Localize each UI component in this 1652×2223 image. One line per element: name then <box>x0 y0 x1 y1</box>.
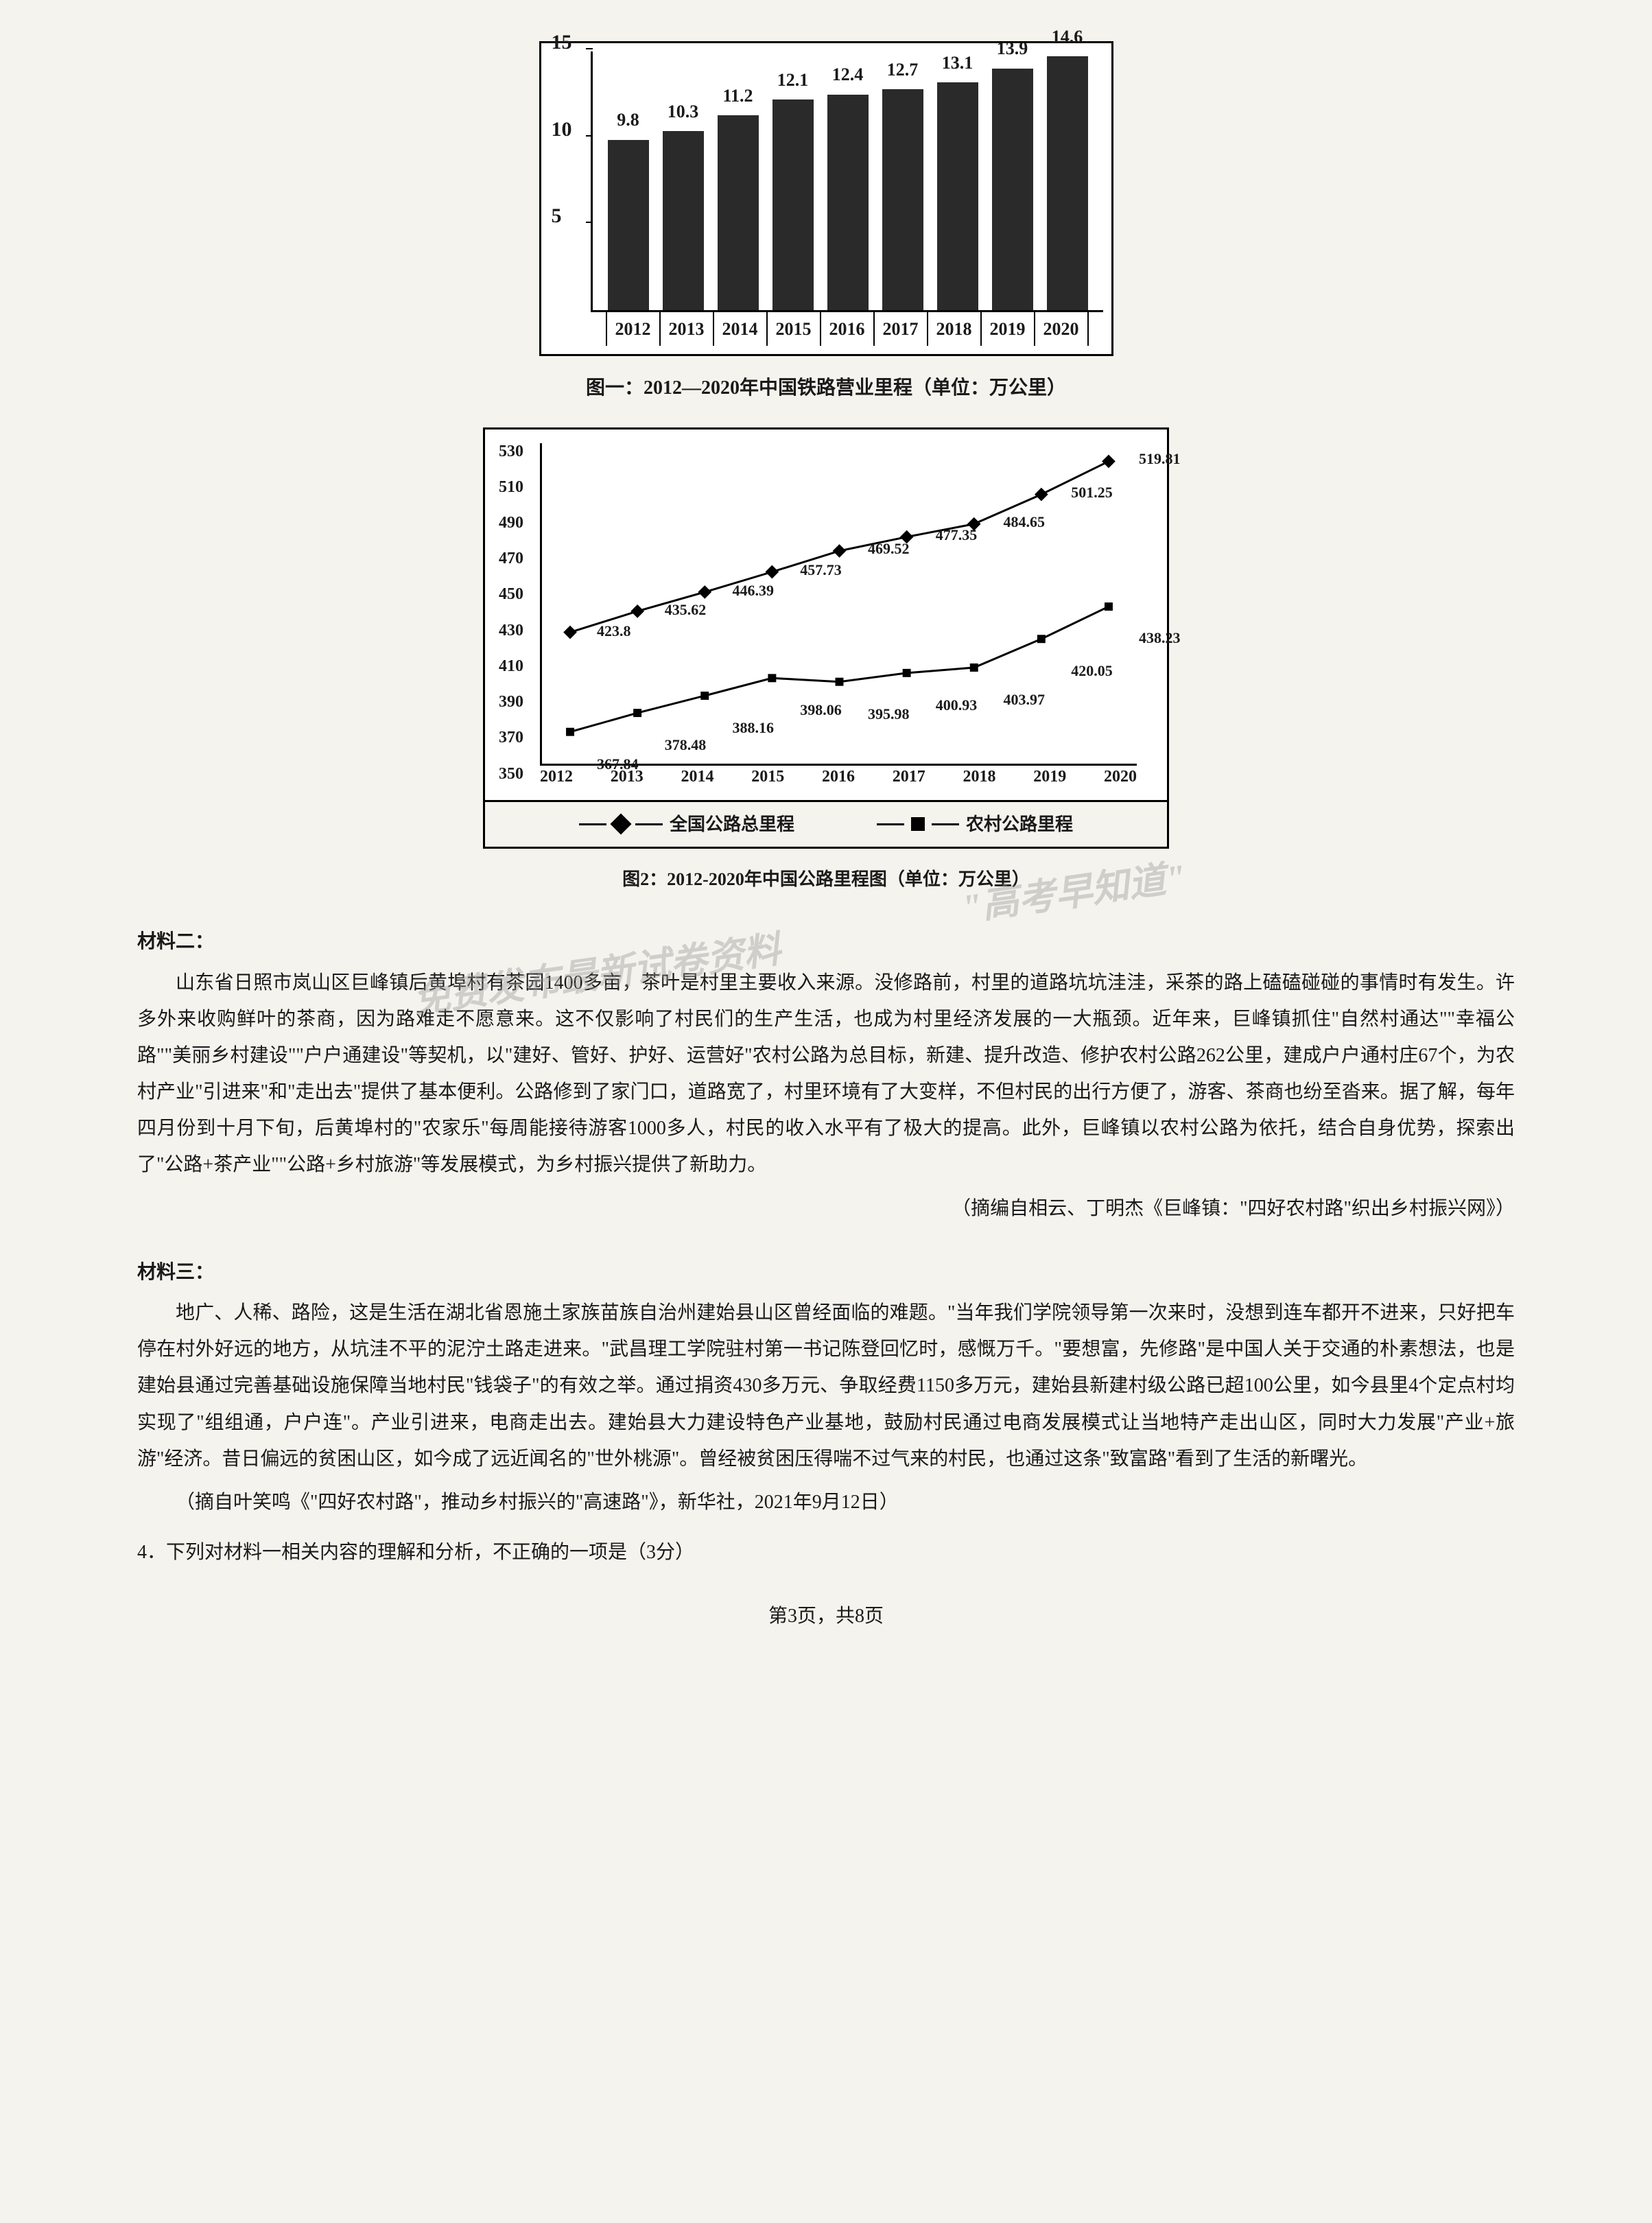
line-y-tick: 350 <box>499 759 523 790</box>
line-x-label: 2014 <box>681 762 714 793</box>
line-y-tick: 410 <box>499 651 523 683</box>
material2-body: 山东省日照市岚山区巨峰镇后黄埠村有茶园1400多亩，茶叶是村里主要收入来源。没修… <box>137 965 1515 1184</box>
square-icon <box>911 817 925 831</box>
data-label: 378.48 <box>665 731 707 760</box>
data-label: 484.65 <box>1004 508 1046 537</box>
diamond-icon <box>610 814 631 835</box>
line-x-label: 2013 <box>611 762 644 793</box>
data-label: 403.97 <box>1004 685 1046 714</box>
page-footer: 第3页，共8页 <box>137 1598 1515 1634</box>
bar <box>992 69 1033 310</box>
y-tick: 15 <box>552 23 572 62</box>
chart2-caption: 图2：2012-2020年中国公路里程图（单位：万公里） <box>137 862 1515 896</box>
material2-source: （摘编自相云、丁明杰《巨峰镇："四好农村路"织出乡村振兴网》） <box>137 1190 1515 1227</box>
data-label: 438.23 <box>1139 624 1181 652</box>
highway-line-chart: 350 370 390 410 430 450 470 490 510 530 423.8 435.… <box>492 436 1150 793</box>
chart2-legend: 全国公路总里程 农村公路里程 <box>483 802 1169 849</box>
data-label: 501.25 <box>1071 478 1113 507</box>
bar <box>608 140 649 310</box>
chart1-caption: 图一：2012—2020年中国铁路营业里程（单位：万公里） <box>137 370 1515 406</box>
chart2-container: 350 370 390 410 430 450 470 490 510 530 423.8 435.… <box>137 427 1515 849</box>
bar-value-label: 12.7 <box>887 53 919 86</box>
bar-group: 13.9 <box>992 32 1033 310</box>
data-label: 446.39 <box>733 576 775 605</box>
bar-value-label: 12.1 <box>777 63 809 97</box>
legend-item-total: 全国公路总里程 <box>579 808 794 841</box>
question-4: 4．下列对材料一相关内容的理解和分析，不正确的一项是（3分） <box>137 1534 1515 1571</box>
bar-group: 12.4 <box>827 58 869 310</box>
railway-bar-chart: 510159.810.311.212.112.412.713.113.914.6… <box>550 51 1103 346</box>
material3-heading: 材料三： <box>137 1254 1515 1291</box>
bar <box>937 82 978 310</box>
chart2-box: 350 370 390 410 430 450 470 490 510 530 423.8 435.… <box>483 427 1169 802</box>
line-y-tick: 530 <box>499 436 523 468</box>
x-label: 2014 <box>713 312 768 346</box>
x-label: 2020 <box>1034 312 1089 346</box>
bar-group: 14.6 <box>1047 20 1088 310</box>
line-x-label: 2018 <box>963 762 996 793</box>
bar <box>827 95 869 310</box>
line-y-tick: 430 <box>499 615 523 647</box>
legend-label-total: 全国公路总里程 <box>670 808 794 841</box>
line-x-label: 2016 <box>822 762 855 793</box>
bar-value-label: 13.9 <box>997 32 1028 65</box>
bar-value-label: 9.8 <box>617 103 639 137</box>
material2-heading: 材料二： <box>137 924 1515 960</box>
data-label: 519.81 <box>1139 445 1181 473</box>
bar-group: 9.8 <box>608 103 649 310</box>
data-label: 398.06 <box>800 696 842 725</box>
line-y-tick: 470 <box>499 543 523 575</box>
line-y-tick: 390 <box>499 687 523 718</box>
y-tick: 10 <box>552 110 572 149</box>
line-x-label: 2017 <box>893 762 925 793</box>
bar <box>663 131 704 310</box>
data-label: 457.73 <box>800 556 842 585</box>
line-x-label: 2019 <box>1033 762 1066 793</box>
bar-value-label: 10.3 <box>668 95 699 128</box>
bar-group: 10.3 <box>663 95 704 310</box>
bar-group: 11.2 <box>718 79 759 310</box>
data-label: 469.52 <box>868 534 910 563</box>
bar-group: 13.1 <box>937 46 978 310</box>
line-y-tick: 370 <box>499 722 523 754</box>
bar-value-label: 14.6 <box>1052 20 1083 54</box>
line-x-label: 2012 <box>540 762 573 793</box>
line-x-label: 2015 <box>751 762 784 793</box>
line-y-tick: 490 <box>499 508 523 539</box>
x-label: 2013 <box>659 312 714 346</box>
chart1-box: 510159.810.311.212.112.412.713.113.914.6… <box>539 41 1113 356</box>
bar <box>718 115 759 310</box>
data-label: 420.05 <box>1071 657 1113 685</box>
chart1-container: 510159.810.311.212.112.412.713.113.914.6… <box>137 41 1515 356</box>
data-label: 395.98 <box>868 700 910 729</box>
legend-label-rural: 农村公路里程 <box>966 808 1073 841</box>
x-label: 2019 <box>980 312 1035 346</box>
material3-body: 地广、人稀、路险，这是生活在湖北省恩施土家族苗族自治州建始县山区曾经面临的难题。… <box>137 1295 1515 1477</box>
x-label: 2012 <box>606 312 661 346</box>
bar <box>1047 56 1088 310</box>
data-label: 423.8 <box>597 617 631 646</box>
data-label: 435.62 <box>665 596 707 624</box>
x-label: 2017 <box>873 312 928 346</box>
legend-item-rural: 农村公路里程 <box>877 808 1073 841</box>
bar-value-label: 12.4 <box>832 58 864 91</box>
bar-group: 12.7 <box>882 53 923 310</box>
line-x-label: 2020 <box>1104 762 1137 793</box>
bar-group: 12.1 <box>772 63 814 310</box>
line-y-tick: 510 <box>499 472 523 504</box>
y-tick: 5 <box>552 196 562 235</box>
x-label: 2015 <box>766 312 821 346</box>
bar-value-label: 11.2 <box>722 79 753 113</box>
bar <box>882 89 923 310</box>
x-label: 2018 <box>927 312 982 346</box>
bar-value-label: 13.1 <box>942 46 974 80</box>
data-label: 400.93 <box>936 691 978 720</box>
data-label: 477.35 <box>936 521 978 550</box>
material3-source: （摘自叶笑鸣《"四好农村路"，推动乡村振兴的"高速路"》，新华社，2021年9月… <box>137 1484 1515 1520</box>
line-y-tick: 450 <box>499 579 523 611</box>
bar <box>772 99 814 310</box>
data-label: 388.16 <box>733 714 775 742</box>
x-label: 2016 <box>820 312 875 346</box>
